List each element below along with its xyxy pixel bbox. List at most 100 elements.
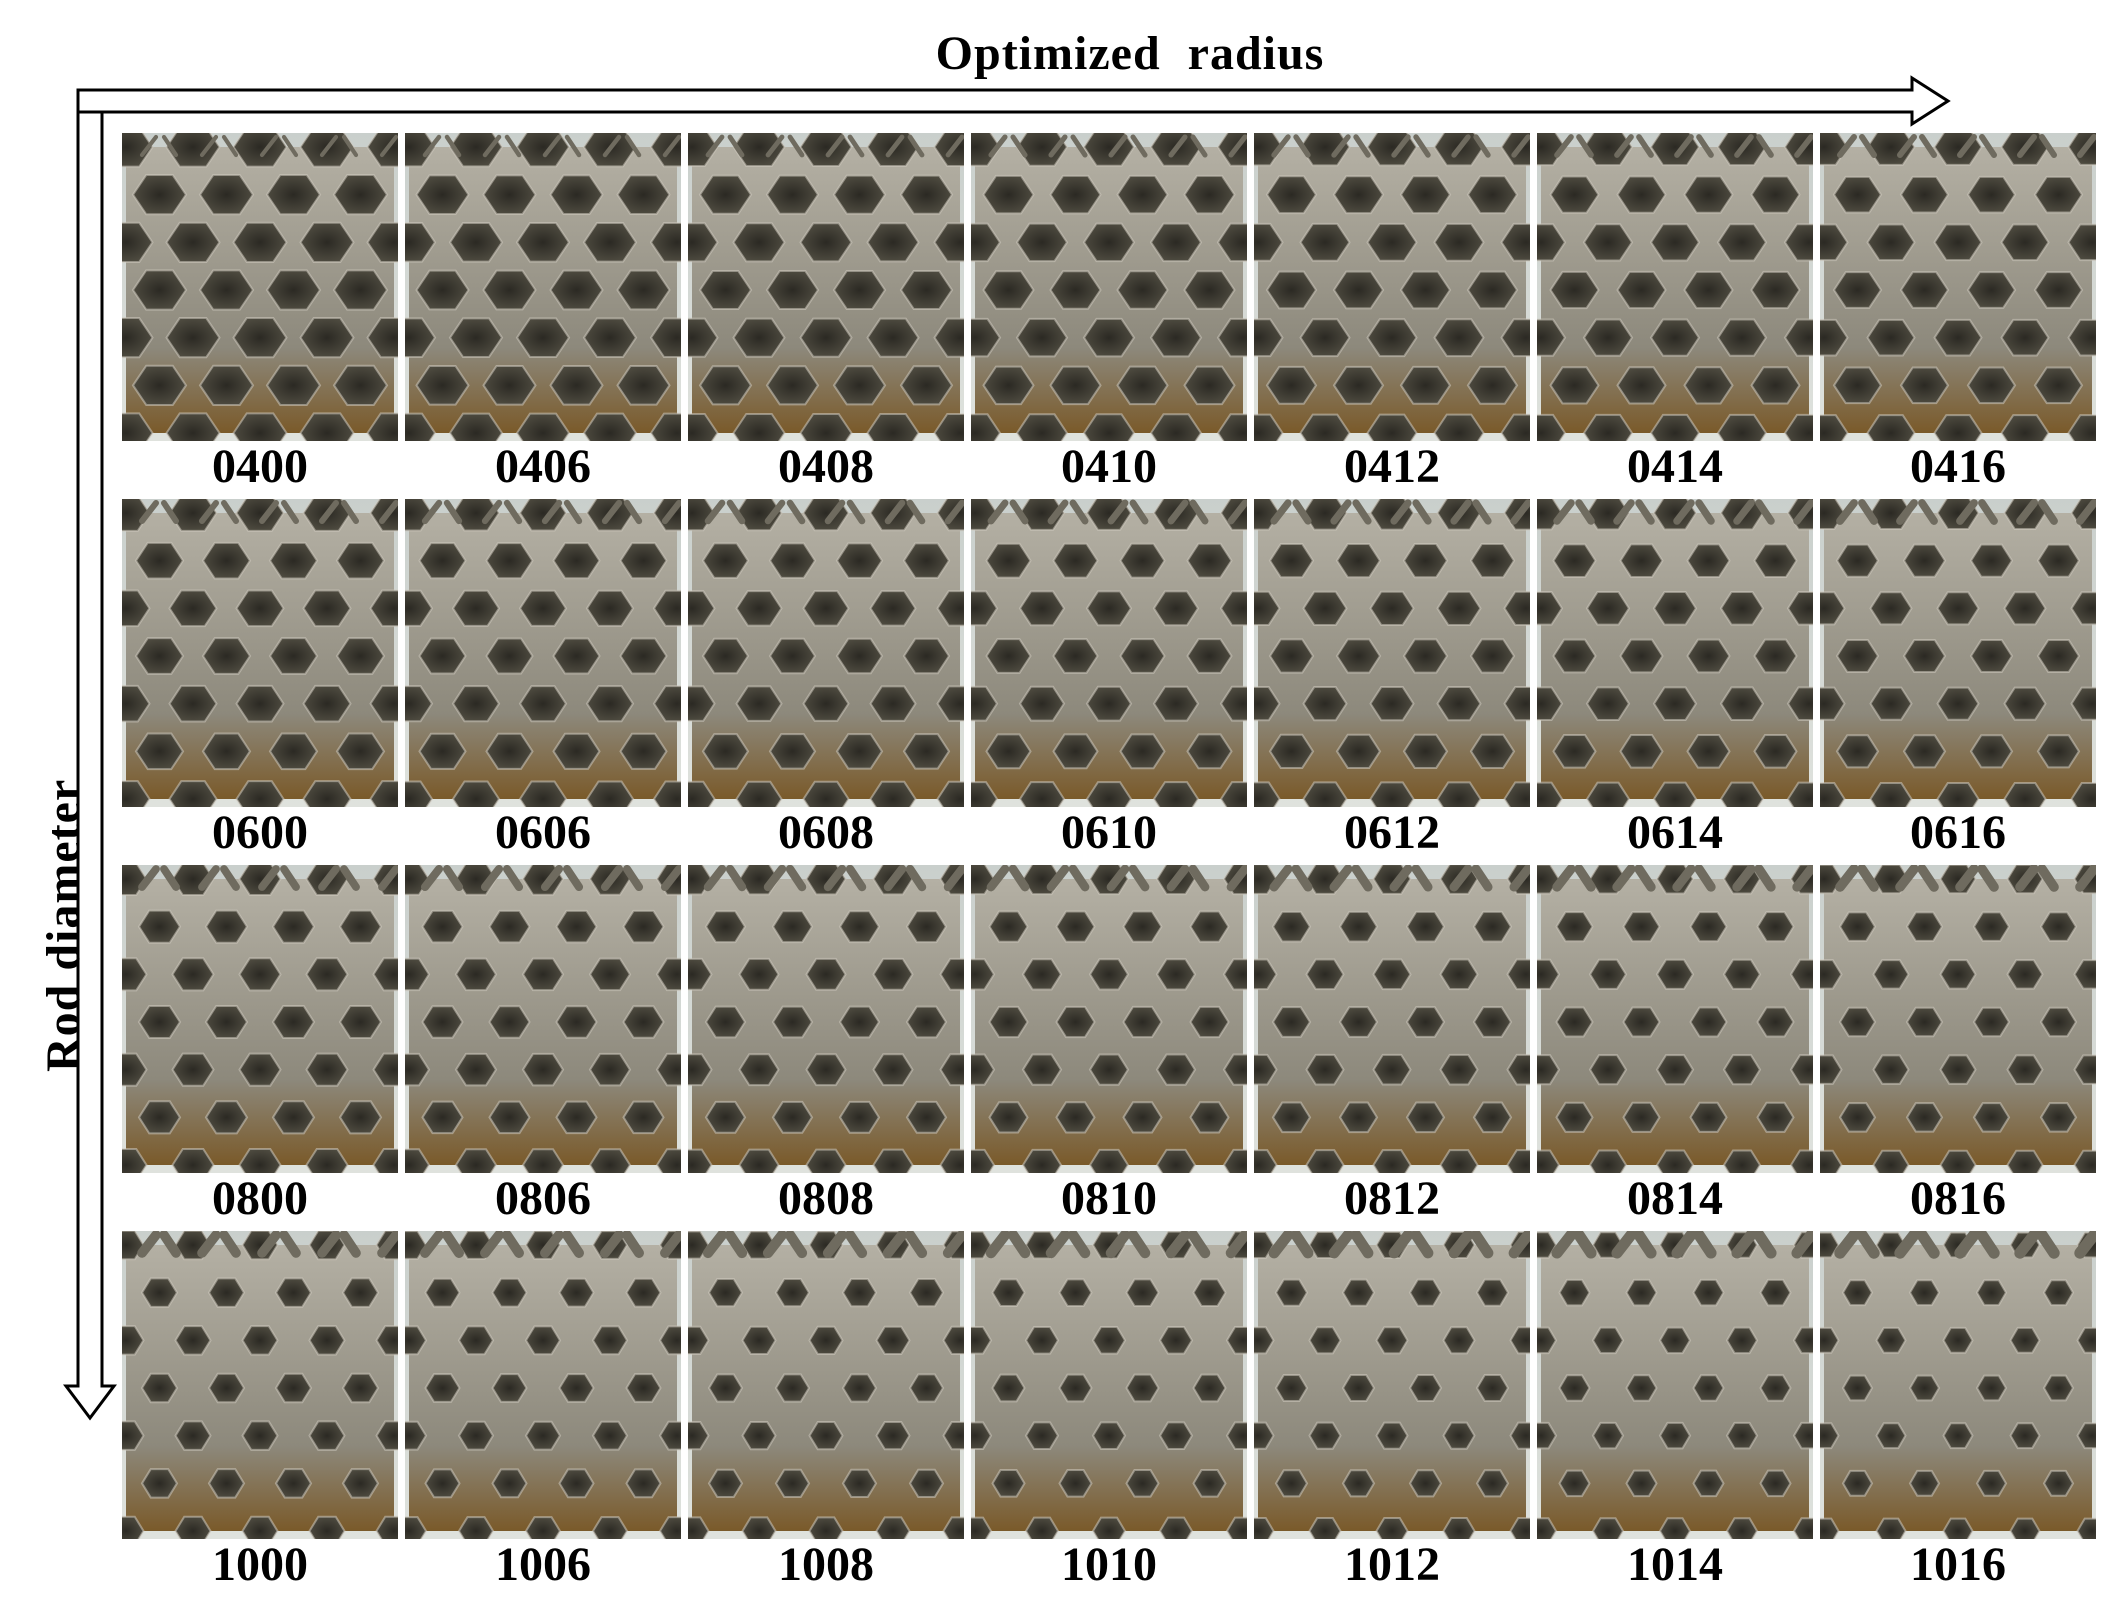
lattice-illustration [1820, 499, 2096, 807]
lattice-illustration [122, 1231, 398, 1539]
lattice-illustration [971, 499, 1247, 807]
lattice-illustration [688, 499, 964, 807]
lattice-illustration [122, 865, 398, 1173]
sample-code-label: 1016 [1910, 1538, 2006, 1591]
y-axis-label: Rod diameter [37, 778, 90, 1072]
sample-code-label: 1008 [778, 1538, 874, 1591]
sample-code-label: 0816 [1910, 1172, 2006, 1225]
sample-code-label: 0806 [495, 1172, 591, 1225]
sample-cell: 0606 [405, 499, 681, 867]
sample-code-label: 1000 [212, 1538, 308, 1591]
sample-code-label: 1014 [1627, 1538, 1723, 1591]
sample-code-label: 0608 [778, 806, 874, 859]
lattice-illustration [688, 865, 964, 1173]
lattice-sample-photo [405, 499, 681, 807]
lattice-sample-photo [1254, 499, 1530, 807]
sample-code-label: 1006 [495, 1538, 591, 1591]
lattice-sample-photo [405, 1231, 681, 1539]
lattice-sample-photo [122, 133, 398, 441]
sample-cell: 0616 [1820, 499, 2096, 867]
sample-code-label: 0614 [1627, 806, 1723, 859]
sample-cell: 0400 [122, 133, 398, 501]
lattice-illustration [405, 865, 681, 1173]
sample-cell: 1008 [688, 1231, 964, 1599]
lattice-sample-photo [971, 499, 1247, 807]
lattice-illustration [1820, 133, 2096, 441]
sample-cell: 0408 [688, 133, 964, 501]
sample-code-label: 0808 [778, 1172, 874, 1225]
sample-code-label: 0410 [1061, 440, 1157, 493]
lattice-sample-photo [405, 865, 681, 1173]
lattice-illustration [1537, 133, 1813, 441]
sample-cell: 1006 [405, 1231, 681, 1599]
sample-cell: 0414 [1537, 133, 1813, 501]
lattice-illustration [1254, 1231, 1530, 1539]
lattice-illustration [405, 499, 681, 807]
lattice-sample-photo [688, 1231, 964, 1539]
sample-code-label: 0414 [1627, 440, 1723, 493]
lattice-illustration [971, 1231, 1247, 1539]
lattice-sample-photo [1820, 133, 2096, 441]
sample-cell: 1000 [122, 1231, 398, 1599]
x-axis-arrow [76, 75, 1951, 127]
sample-cell: 0612 [1254, 499, 1530, 867]
sample-code-label: 0606 [495, 806, 591, 859]
sample-row: 0800 0806 0808 0810 0812 0814 0816 [122, 865, 2096, 1233]
sample-cell: 0814 [1537, 865, 1813, 1233]
lattice-sample-photo [1537, 499, 1813, 807]
sample-code-label: 0408 [778, 440, 874, 493]
sample-code-label: 0412 [1344, 440, 1440, 493]
lattice-illustration [405, 133, 681, 441]
sample-code-label: 0800 [212, 1172, 308, 1225]
sample-cell: 0610 [971, 499, 1247, 867]
sample-code-label: 1012 [1344, 1538, 1440, 1591]
sample-code-label: 0600 [212, 806, 308, 859]
y-axis-arrow [63, 110, 117, 1421]
lattice-sample-photo [688, 865, 964, 1173]
sample-cell: 0808 [688, 865, 964, 1233]
sample-code-label: 0610 [1061, 806, 1157, 859]
lattice-sample-photo [688, 133, 964, 441]
lattice-sample-photo [1537, 133, 1813, 441]
x-axis-label: Optimized radius [935, 27, 1325, 80]
sample-cell: 0816 [1820, 865, 2096, 1233]
sample-cell: 1016 [1820, 1231, 2096, 1599]
sample-cell: 0416 [1820, 133, 2096, 501]
lattice-sample-photo [1537, 865, 1813, 1173]
sample-code-label: 0612 [1344, 806, 1440, 859]
lattice-sample-photo [1537, 1231, 1813, 1539]
sample-cell: 0614 [1537, 499, 1813, 867]
sample-cell: 0608 [688, 499, 964, 867]
sample-cell: 1014 [1537, 1231, 1813, 1599]
sample-cell: 1010 [971, 1231, 1247, 1599]
sample-cell: 0410 [971, 133, 1247, 501]
sample-code-label: 0814 [1627, 1172, 1723, 1225]
sample-cell: 0806 [405, 865, 681, 1233]
lattice-sample-photo [1820, 1231, 2096, 1539]
lattice-illustration [1820, 1231, 2096, 1539]
sample-code-label: 1010 [1061, 1538, 1157, 1591]
lattice-sample-photo [122, 865, 398, 1173]
lattice-sample-photo [971, 133, 1247, 441]
sample-code-label: 0616 [1910, 806, 2006, 859]
sample-cell: 0812 [1254, 865, 1530, 1233]
sample-photo-grid: 0400 0406 0408 0410 0412 0414 0416 0600 0606 0608… [122, 133, 2096, 1599]
lattice-illustration [1537, 1231, 1813, 1539]
lattice-sample-photo [971, 1231, 1247, 1539]
sample-row: 0400 0406 0408 0410 0412 0414 0416 [122, 133, 2096, 501]
lattice-illustration [1254, 133, 1530, 441]
lattice-illustration [1537, 499, 1813, 807]
sample-cell: 0600 [122, 499, 398, 867]
lattice-sample-photo [1254, 1231, 1530, 1539]
lattice-sample-photo [1820, 865, 2096, 1173]
lattice-sample-photo [1820, 499, 2096, 807]
sample-cell: 0810 [971, 865, 1247, 1233]
lattice-illustration [1820, 865, 2096, 1173]
lattice-illustration [1254, 865, 1530, 1173]
sample-code-label: 0416 [1910, 440, 2006, 493]
sample-code-label: 0812 [1344, 1172, 1440, 1225]
lattice-illustration [971, 133, 1247, 441]
sample-cell: 1012 [1254, 1231, 1530, 1599]
sample-cell: 0406 [405, 133, 681, 501]
lattice-sample-photo [122, 1231, 398, 1539]
